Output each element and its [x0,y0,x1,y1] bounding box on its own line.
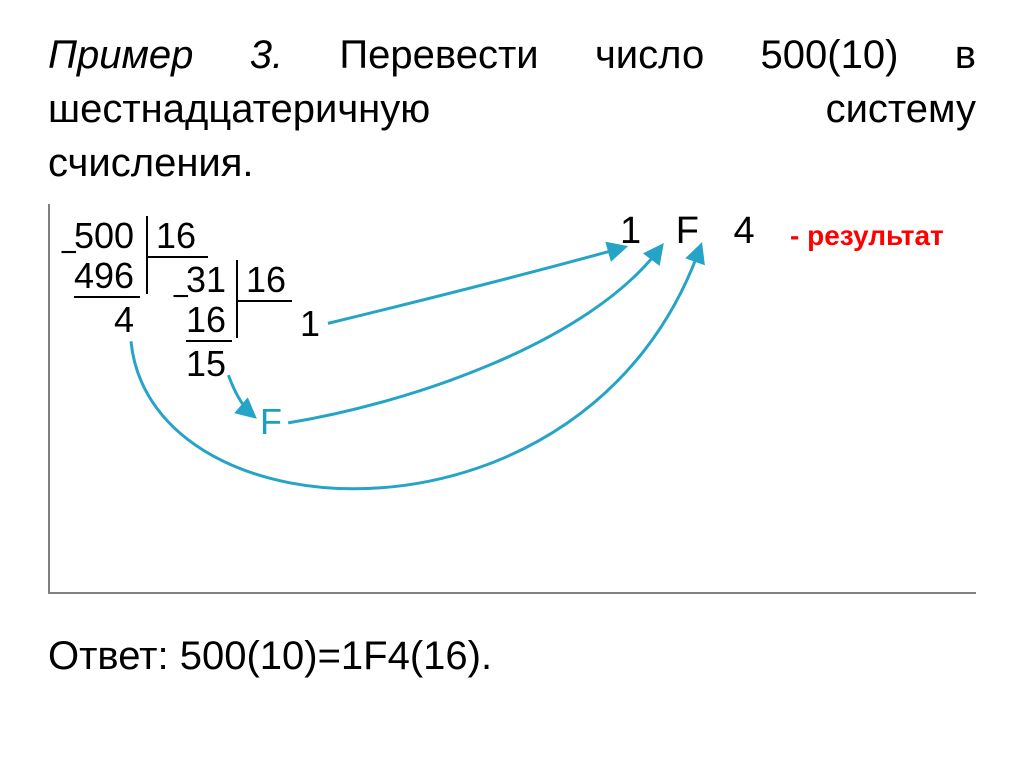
title-line2-left: шестнадцатеричную [48,82,430,136]
num-31: 31 [186,262,226,298]
num-1: 1 [300,306,320,342]
hline-2 [236,300,292,302]
diagram-area: − 500 16 496 4 − 31 16 16 15 1 F 1 F 4 -… [48,204,976,594]
title-line2-right: систему [826,82,976,136]
num-4: 4 [114,302,134,338]
uline-2 [186,340,232,342]
num-496: 496 [74,258,134,294]
f-letter: F [260,404,282,440]
title-line1-rest: Перевести число 500(10) в [283,33,976,77]
example-label: Пример 3. [48,33,283,77]
num-16a: 16 [156,218,196,254]
vline-1 [146,216,148,294]
answer-text: Ответ: 500(10)=1F4(16). [48,634,976,679]
num-15: 15 [186,346,226,382]
result-digits: 1 F 4 [620,212,767,250]
title-line3: счисления. [48,136,976,190]
uline-1 [74,296,140,298]
num-16c: 16 [186,302,226,338]
num-500: 500 [74,218,134,254]
hline-1 [146,256,208,258]
vline-2 [236,260,238,338]
result-label: - результат [790,222,944,250]
num-16b: 16 [246,262,286,298]
slide-title: Пример 3. Перевести число 500(10) в шест… [48,28,976,190]
